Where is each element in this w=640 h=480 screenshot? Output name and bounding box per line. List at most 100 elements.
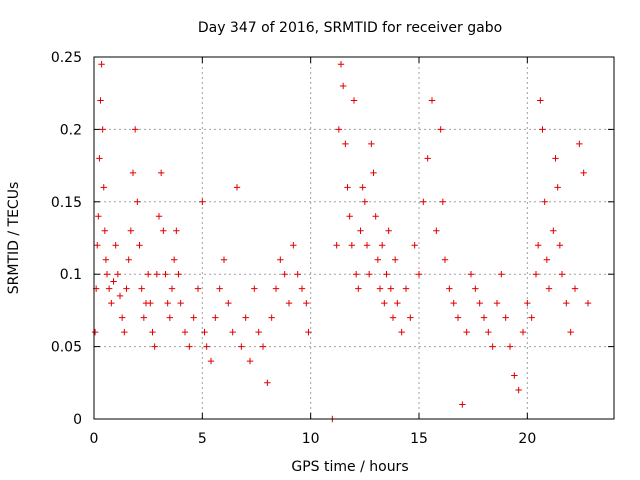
data-point [357, 227, 364, 234]
data-point [383, 271, 390, 278]
data-point [170, 256, 178, 263]
y-tick-label: 0.2 [60, 122, 82, 138]
data-point [102, 256, 110, 263]
data-point [207, 357, 215, 365]
data-point [480, 314, 488, 321]
data-point [344, 184, 351, 191]
data-point [100, 184, 107, 191]
data-point [173, 227, 180, 234]
data-point [238, 343, 245, 350]
data-point [567, 328, 574, 336]
data-point [298, 285, 306, 292]
data-point [129, 169, 137, 177]
data-point [394, 299, 401, 307]
data-point [220, 256, 228, 263]
data-point [199, 198, 206, 205]
x-tick-label: 0 [90, 431, 99, 447]
data-point [584, 299, 592, 307]
data-point [225, 299, 232, 307]
data-point [534, 242, 542, 249]
data-point [123, 285, 130, 292]
data-point [136, 242, 143, 249]
data-point [370, 169, 377, 177]
data-point [96, 155, 103, 162]
data-point [194, 285, 202, 292]
data-point [389, 314, 397, 321]
data-point [485, 328, 492, 336]
data-point [515, 386, 522, 394]
data-point [105, 285, 113, 292]
data-point [348, 242, 356, 249]
chart-title: Day 347 of 2016, SRMTID for receiver gab… [198, 20, 502, 36]
data-point [415, 271, 423, 278]
data-point [131, 126, 139, 133]
data-point [118, 314, 126, 321]
data-point [359, 184, 366, 191]
data-point [98, 61, 105, 68]
data-point [212, 314, 219, 321]
data-points [91, 61, 592, 423]
data-point [285, 299, 293, 307]
data-point [537, 97, 544, 104]
data-point [472, 285, 479, 292]
data-point [177, 299, 184, 307]
data-point [160, 227, 167, 234]
y-tick-label: 0.25 [51, 50, 82, 66]
data-point [355, 285, 362, 292]
data-point [541, 198, 548, 205]
data-point [281, 271, 288, 278]
data-point [556, 242, 564, 249]
data-point [94, 242, 101, 249]
data-point [149, 328, 156, 336]
data-point [138, 285, 145, 292]
data-point [181, 328, 189, 336]
data-point [134, 198, 141, 205]
data-point [411, 242, 418, 249]
data-point [259, 343, 267, 350]
grid-lines [94, 57, 614, 419]
data-point [550, 227, 557, 234]
data-point [337, 61, 345, 68]
data-point [155, 213, 163, 220]
data-point [339, 82, 347, 90]
data-point [463, 328, 470, 336]
y-axis-label: SRMTID / TECUs [6, 182, 22, 295]
data-point [108, 299, 115, 307]
data-point [524, 299, 531, 307]
data-point [103, 271, 111, 278]
data-point [346, 213, 353, 220]
data-point [97, 97, 104, 104]
data-point [175, 271, 182, 278]
data-point [387, 285, 395, 292]
x-tick-label: 5 [198, 431, 207, 447]
tick-labels: 0 0.05 0.1 0.15 0.2 0.25 0 5 10 15 20 [51, 50, 536, 447]
x-axis-label: GPS time / hours [291, 459, 408, 475]
data-point [277, 256, 284, 263]
data-point [272, 285, 280, 292]
data-point [376, 285, 384, 292]
data-point [407, 314, 414, 321]
data-point [437, 126, 444, 133]
data-point [372, 213, 379, 220]
data-point [368, 140, 375, 148]
data-point [571, 285, 579, 292]
data-point [229, 328, 236, 336]
data-point [164, 299, 171, 307]
data-point [290, 242, 297, 249]
data-point [110, 278, 117, 285]
data-point [201, 328, 208, 336]
data-point [264, 379, 271, 386]
data-point [385, 227, 392, 234]
data-point [498, 271, 505, 278]
data-point [398, 328, 405, 336]
data-point [381, 299, 388, 307]
data-point [151, 343, 158, 350]
data-point [441, 256, 449, 263]
data-point [99, 126, 106, 133]
data-point [539, 126, 546, 133]
y-tick-label: 0.1 [60, 267, 82, 283]
x-tick-label: 10 [302, 431, 320, 447]
data-point [391, 256, 399, 263]
data-point [101, 227, 109, 234]
